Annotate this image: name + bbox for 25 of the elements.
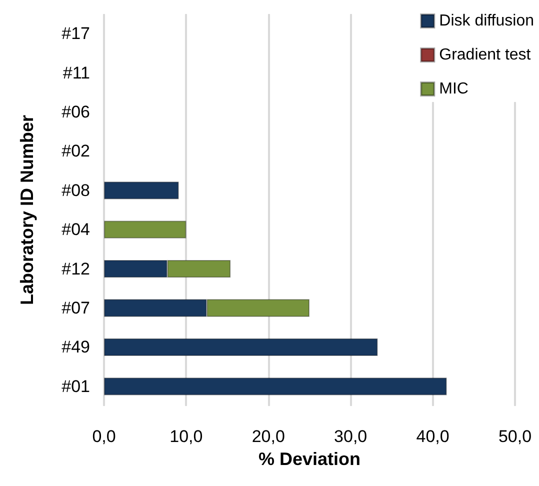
y-tick-label: #49 xyxy=(62,338,90,357)
x-tick-label: 0,0 xyxy=(92,427,116,446)
y-axis-title: Laboratory ID Number xyxy=(17,114,37,306)
legend-label: Gradient test xyxy=(439,46,532,64)
y-tick-label: #06 xyxy=(62,102,90,122)
y-tick-label: #11 xyxy=(62,63,90,82)
y-tick-label: #08 xyxy=(62,180,90,200)
x-tick-label: 40,0 xyxy=(416,427,450,446)
x-axis-title: % Deviation xyxy=(258,448,361,469)
bar xyxy=(104,378,447,396)
legend-label: Disk diffusion xyxy=(439,12,534,30)
x-tick-label: 10,0 xyxy=(170,427,203,446)
bar xyxy=(104,338,378,356)
legend-label: MIC xyxy=(439,80,468,98)
x-tick-label: 50,0 xyxy=(498,427,532,446)
y-tick-label: #17 xyxy=(62,24,90,44)
x-tick-label: 30,0 xyxy=(334,427,368,446)
y-tick-label: #12 xyxy=(62,259,90,278)
x-tick-label: 20,0 xyxy=(252,427,285,446)
bar xyxy=(104,182,179,200)
y-tick-label: #07 xyxy=(62,298,90,318)
y-tick-label: #02 xyxy=(62,142,90,161)
bar xyxy=(104,220,186,238)
y-tick-label: #04 xyxy=(62,220,90,240)
y-tick-label: #01 xyxy=(62,376,90,396)
